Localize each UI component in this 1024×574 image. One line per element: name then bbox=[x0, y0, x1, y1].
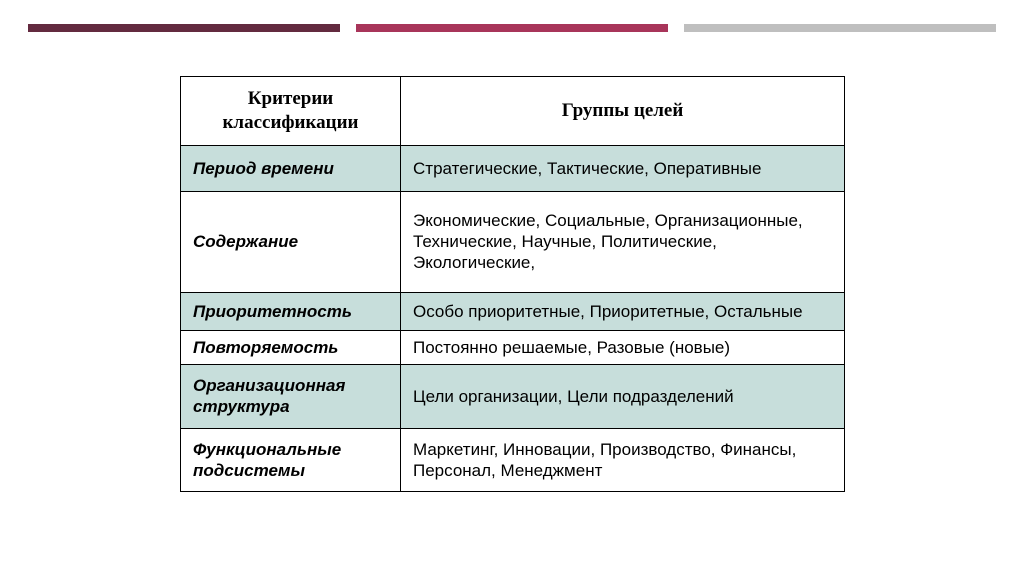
value-cell: Цели организации, Цели подразделений bbox=[401, 365, 845, 429]
criterion-cell: Период времени bbox=[181, 145, 401, 191]
header-criteria: Критерии классификации bbox=[181, 77, 401, 146]
value-cell: Стратегические, Тактические, Оперативные bbox=[401, 145, 845, 191]
criterion-cell: Приоритетность bbox=[181, 292, 401, 330]
value-cell: Экономические, Социальные, Организационн… bbox=[401, 191, 845, 292]
criterion-cell: Организационная структура bbox=[181, 365, 401, 429]
value-cell: Постоянно решаемые, Разовые (новые) bbox=[401, 330, 845, 364]
table-header-row: Критерии классификации Группы целей bbox=[181, 77, 845, 146]
header-groups: Группы целей bbox=[401, 77, 845, 146]
criterion-cell: Функциональные подсистемы bbox=[181, 428, 401, 492]
table-row: СодержаниеЭкономические, Социальные, Орг… bbox=[181, 191, 845, 292]
classification-table: Критерии классификации Группы целей Пери… bbox=[180, 76, 845, 492]
decorative-bar bbox=[28, 24, 340, 32]
table-row: Функциональные подсистемы Маркетинг, Инн… bbox=[181, 428, 845, 492]
table-row: Период времениСтратегические, Тактически… bbox=[181, 145, 845, 191]
decorative-bar bbox=[684, 24, 996, 32]
decorative-top-bars bbox=[0, 24, 1024, 32]
decorative-bar bbox=[356, 24, 668, 32]
classification-table-container: Критерии классификации Группы целей Пери… bbox=[180, 76, 844, 492]
criterion-cell: Содержание bbox=[181, 191, 401, 292]
criterion-cell: Повторяемость bbox=[181, 330, 401, 364]
table-row: Повторяемость Постоянно решаемые, Разовы… bbox=[181, 330, 845, 364]
value-cell: Особо приоритетные, Приоритетные, Осталь… bbox=[401, 292, 845, 330]
table-row: Организационная структура Цели организац… bbox=[181, 365, 845, 429]
table-body: Период времениСтратегические, Тактически… bbox=[181, 145, 845, 492]
table-row: ПриоритетностьОсобо приоритетные, Приори… bbox=[181, 292, 845, 330]
value-cell: Маркетинг, Инновации, Производство, Фина… bbox=[401, 428, 845, 492]
